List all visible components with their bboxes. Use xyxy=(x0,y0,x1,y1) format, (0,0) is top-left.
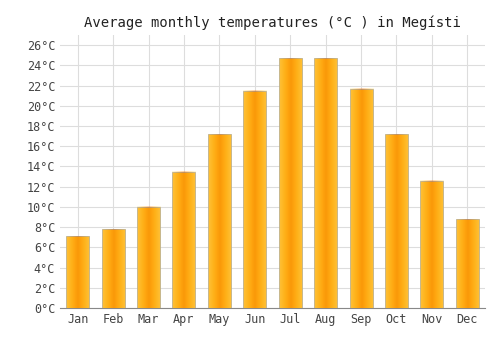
Bar xyxy=(102,229,124,308)
Bar xyxy=(66,236,89,308)
Bar xyxy=(314,58,337,308)
Bar xyxy=(456,219,479,308)
Bar xyxy=(137,207,160,308)
Bar xyxy=(278,58,301,308)
Bar xyxy=(208,134,231,308)
Bar xyxy=(350,89,372,308)
Bar xyxy=(172,172,196,308)
Bar xyxy=(244,91,266,308)
Title: Average monthly temperatures (°C ) in Megísti: Average monthly temperatures (°C ) in Me… xyxy=(84,15,461,30)
Bar xyxy=(420,181,444,308)
Bar xyxy=(385,134,408,308)
